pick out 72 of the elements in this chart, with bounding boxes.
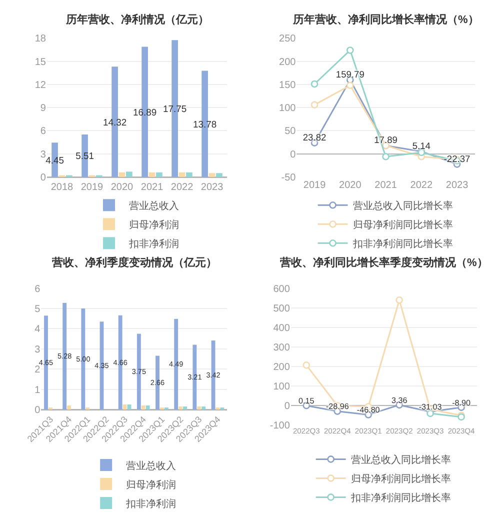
data-label: 17.89 (374, 135, 398, 146)
y-tick-label: 100 (273, 382, 290, 393)
y-tick-label: 250 (279, 34, 296, 45)
y-tick-label: 15 (34, 56, 46, 68)
x-tick-label: 2022 (410, 180, 433, 191)
chart-title: 历年营收、净利情况（亿元） (65, 13, 209, 26)
legend-label: 营业总收入 (126, 460, 176, 472)
x-tick-label: 2021 (374, 180, 398, 191)
legend-label: 扣非净利润同比增长率 (350, 492, 451, 504)
y-tick-label: 1 (34, 384, 41, 396)
data-label: -46.80 (356, 406, 380, 415)
y-tick-label: 300 (273, 342, 290, 354)
y-tick-label: 200 (273, 362, 290, 374)
legend-label: 归母净利润同比增长率 (352, 219, 453, 232)
y-tick-label: 2 (34, 364, 41, 376)
y-tick-label: 0 (284, 401, 290, 412)
y-tick-label: 9 (40, 103, 46, 114)
y-tick-label: 600 (273, 284, 290, 295)
y-tick-label: 0 (40, 172, 46, 184)
y-tick-label: 18 (34, 34, 46, 45)
y-tick-label: 200 (279, 56, 296, 68)
data-label: -8.90 (452, 398, 471, 408)
y-tick-label: 150 (279, 80, 296, 91)
data-label: 13.78 (193, 118, 217, 130)
y-tick-label: 12 (34, 80, 46, 91)
chart-title: 历年营收、净利同比增长率情况（%） (292, 13, 479, 26)
y-tick-label: -50 (281, 172, 296, 184)
y-tick-label: 400 (273, 322, 290, 334)
data-label: -31.03 (418, 402, 442, 412)
y-tick-label: 0 (34, 405, 41, 416)
chart-title: 营收、净利同比增长率季度变动情况（%） (279, 256, 488, 269)
y-tick-label: 100 (279, 103, 296, 114)
data-label: 16.89 (133, 106, 157, 118)
x-tick-label: 2023 (200, 182, 224, 193)
data-label: 14.32 (103, 116, 127, 128)
data-label: 5.51 (76, 150, 94, 162)
y-tick-label: 3 (40, 149, 46, 160)
legend-label: 扣非净利润 (125, 498, 176, 510)
x-tick-label: 2020 (110, 182, 134, 193)
legend-label: 营业总收入同比增长率 (350, 454, 451, 466)
data-label: 5.14 (412, 141, 430, 152)
y-tick-label: 6 (34, 284, 41, 295)
legend-label: 归母净利润同比增长率 (350, 473, 451, 486)
y-tick-label: 0 (290, 149, 296, 160)
legend-label: 扣非净利润同比增长率 (352, 238, 453, 250)
data-label: 4.45 (46, 154, 64, 166)
y-tick-label: 5 (34, 304, 41, 316)
x-tick-label: 2019 (80, 182, 104, 193)
x-tick-label: 2018 (50, 182, 74, 193)
y-tick-label: 500 (273, 303, 290, 314)
x-tick-label: 2023 (446, 180, 469, 191)
x-tick-label: 2022 (170, 182, 194, 193)
x-tick-label: 2019 (303, 180, 326, 191)
x-tick-label: 2020 (339, 180, 362, 191)
legend-label: 扣非净利润 (128, 238, 179, 250)
chart-title: 营收、净利季度变动情况（亿元） (51, 256, 217, 269)
data-label: 159.79 (336, 70, 364, 80)
data-label: 3.36 (391, 396, 408, 405)
data-label: -28.96 (326, 402, 350, 412)
data-label: 0.15 (298, 396, 315, 406)
y-tick-label: 50 (284, 126, 296, 138)
y-tick-label: 4 (34, 324, 41, 336)
legend-label: 营业总收入同比增长率 (352, 200, 453, 212)
data-label: -22.37 (444, 154, 470, 164)
y-tick-label: 3 (34, 344, 41, 356)
legend-label: 归母净利润 (129, 219, 179, 232)
data-label: 17.75 (163, 103, 187, 114)
y-tick-label: 6 (40, 126, 46, 138)
y-tick-label: -100 (270, 420, 290, 432)
legend-label: 归母净利润 (126, 478, 176, 491)
legend-label: 营业总收入 (129, 200, 179, 212)
x-tick-label: 2021 (140, 182, 164, 193)
